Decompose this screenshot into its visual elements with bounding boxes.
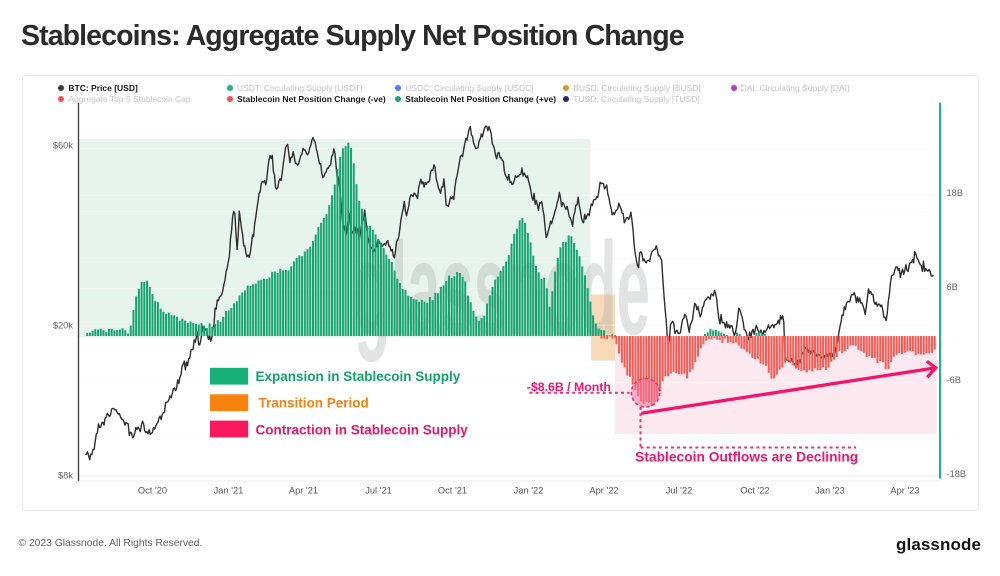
svg-text:Stablecoin Outflows are Declin: Stablecoin Outflows are Declining: [635, 449, 858, 464]
svg-text:Jan '23: Jan '23: [815, 485, 845, 495]
svg-text:-18B: -18B: [947, 469, 967, 479]
svg-text:Expansion in Stablecoin Supply: Expansion in Stablecoin Supply: [256, 369, 461, 384]
svg-text:Oct '21: Oct '21: [438, 485, 467, 495]
svg-text:$20k: $20k: [53, 320, 74, 330]
svg-text:Jan '21: Jan '21: [214, 485, 244, 495]
svg-text:Oct '22: Oct '22: [740, 485, 769, 495]
svg-text:18B: 18B: [947, 188, 964, 198]
svg-text:Contraction in Stablecoin Supp: Contraction in Stablecoin Supply: [256, 422, 469, 437]
svg-text:Apr '22: Apr '22: [589, 485, 618, 495]
svg-text:$60k: $60k: [53, 141, 74, 151]
svg-text:Jul '22: Jul '22: [666, 485, 693, 495]
svg-text:-6B: -6B: [947, 375, 961, 385]
svg-text:Jul '21: Jul '21: [365, 485, 392, 495]
svg-text:6B: 6B: [947, 282, 958, 292]
svg-text:Apr '23: Apr '23: [890, 485, 919, 495]
svg-text:Apr '21: Apr '21: [289, 485, 318, 495]
svg-text:Jan '22: Jan '22: [514, 485, 544, 495]
svg-text:Transition Period: Transition Period: [259, 396, 369, 411]
svg-text:Oct '20: Oct '20: [138, 485, 167, 495]
svg-text:-$8.6B / Month: -$8.6B / Month: [527, 380, 611, 394]
svg-text:$8k: $8k: [58, 470, 73, 480]
